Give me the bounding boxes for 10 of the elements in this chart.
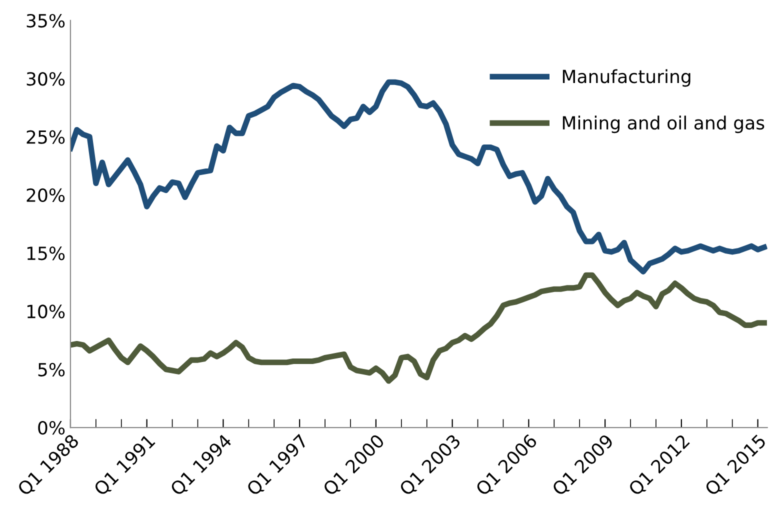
y-tick-label: 35% — [26, 14, 65, 28]
legend-label: Mining and oil and gas — [562, 116, 764, 134]
legend-label: Manufacturing — [562, 69, 690, 87]
y-tick-label: 15% — [27, 246, 65, 260]
y-tick-label: 10% — [27, 304, 65, 318]
y-tick-label: 5% — [38, 362, 65, 376]
y-tick-label: 20% — [26, 188, 65, 202]
y-tick-label: 25% — [26, 130, 65, 144]
y-tick-label: 0% — [38, 420, 65, 435]
y-tick-label: 30% — [26, 72, 65, 86]
